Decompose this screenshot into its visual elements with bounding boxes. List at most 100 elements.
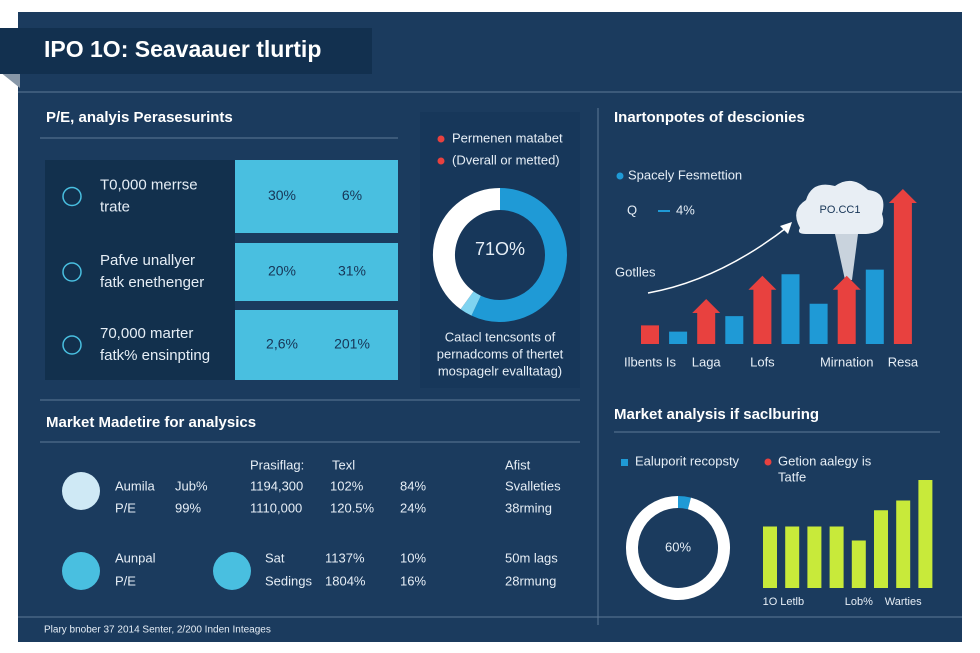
arrow-head <box>780 222 792 234</box>
funnel <box>835 234 858 280</box>
column-header: Afist <box>505 457 531 472</box>
donut-segment <box>433 188 501 310</box>
row-icon <box>62 335 82 355</box>
legend-entry: Spacely Fesmettion <box>628 167 742 182</box>
cell: 201% <box>334 336 370 352</box>
label: Gotlles <box>615 264 656 279</box>
section-title: Inartonpotes of descionies <box>614 109 805 126</box>
pe-panel <box>45 160 235 380</box>
bar <box>641 325 659 344</box>
bar <box>809 303 828 344</box>
cell: 120.5% <box>330 500 375 515</box>
cell: Sedings <box>265 573 312 588</box>
cell: 1804% <box>325 573 366 588</box>
cell: Aunpal <box>115 550 156 565</box>
legend-entry: Getion aalegy is <box>778 453 872 468</box>
legend-entry: Permenen matabet <box>452 130 563 145</box>
page-title: IPO 1O: Seavaauer tlurtip <box>44 36 321 62</box>
donut-center: 71O% <box>475 239 525 259</box>
legend-dot <box>437 135 445 143</box>
legend-dot <box>437 157 445 165</box>
cell: 10% <box>400 550 426 565</box>
bar <box>918 480 933 588</box>
bar <box>829 526 844 588</box>
cell: P/E <box>115 573 136 588</box>
x-tick-label: Resa <box>888 354 919 369</box>
header-band <box>0 28 372 74</box>
value-block <box>235 310 398 380</box>
bar <box>832 275 861 344</box>
footer: Plary bnober 37 2014 Senter, 2/200 Inden… <box>44 625 271 636</box>
section-title: Market Madetire for analysics <box>46 414 256 431</box>
cell: 38rming <box>505 500 552 515</box>
cloud <box>796 180 884 234</box>
ribbon-fold <box>0 72 20 88</box>
legend-entry: (Dverall or metted) <box>452 152 560 167</box>
cell: 99% <box>175 500 201 515</box>
bar <box>851 540 866 588</box>
cell: 24% <box>400 500 426 515</box>
bar <box>888 189 917 344</box>
column-header: Texl <box>332 457 355 472</box>
section-title: P/E, analyis Perasesurints <box>46 109 233 126</box>
bar <box>763 526 777 588</box>
row-label: Pafve unallyer <box>100 252 195 269</box>
donut-segment <box>460 291 482 316</box>
bar <box>865 269 884 344</box>
row-label: fatk% ensinpting <box>100 347 210 364</box>
bar <box>896 500 911 588</box>
cell: 102% <box>330 478 364 493</box>
row-icon <box>62 472 100 510</box>
cell: 20% <box>268 263 296 279</box>
cell: 6% <box>342 187 362 203</box>
cell: 84% <box>400 478 426 493</box>
bar <box>669 331 688 344</box>
legend-dot <box>764 458 772 466</box>
cell: Aumila <box>115 478 156 493</box>
cell: P/E <box>115 500 136 515</box>
donut-segment <box>471 188 567 322</box>
bar <box>692 299 721 344</box>
row-label: 70,000 marter <box>100 325 193 342</box>
bar <box>748 275 777 344</box>
cell: 16% <box>400 573 426 588</box>
row-icon <box>62 552 100 590</box>
bar <box>874 510 888 588</box>
caption: pernadcoms of thertet <box>437 346 564 361</box>
cell: 28rmung <box>505 573 556 588</box>
label: Q <box>627 202 637 217</box>
row-icon <box>62 186 82 207</box>
bar <box>725 316 744 344</box>
cell: 1110,000 <box>250 500 302 515</box>
caption: mospagelr evalltatag) <box>438 363 562 378</box>
section-title: Market analysis if saclburing <box>614 406 819 423</box>
row-label: T0,000 merrse <box>100 176 198 193</box>
x-tick-label: Lofs <box>750 354 775 369</box>
caption: Catacl tencsonts of <box>445 329 556 344</box>
trend-arrow <box>647 224 791 294</box>
cloud-label: PO.CC1 <box>820 204 861 216</box>
legend-dot <box>616 172 624 180</box>
x-tick-label: Lob% <box>845 596 873 608</box>
cell: 2,6% <box>266 336 298 352</box>
bar <box>807 526 822 588</box>
legend-dot <box>621 459 628 466</box>
x-tick-label: Laga <box>692 354 722 369</box>
row-icon <box>213 552 251 590</box>
cell: Sat <box>265 550 285 565</box>
donut-center: 60% <box>665 539 691 554</box>
bar <box>785 526 800 588</box>
x-tick-label: Ilbents Is <box>624 354 677 369</box>
legend-entry: Tatfe <box>778 469 806 484</box>
row-label: trate <box>100 198 130 215</box>
donut-segment <box>677 496 691 510</box>
cell: 1194,300 <box>250 478 303 493</box>
legend-entry: Ealuporit recopsty <box>635 453 740 468</box>
cell: 31% <box>338 263 366 279</box>
x-tick-label: Warties <box>885 596 922 608</box>
row-label: fatk enethenger <box>100 274 204 291</box>
x-tick-label: Mirnation <box>820 354 873 369</box>
value-block <box>235 243 398 301</box>
cell: 30% <box>268 187 296 203</box>
